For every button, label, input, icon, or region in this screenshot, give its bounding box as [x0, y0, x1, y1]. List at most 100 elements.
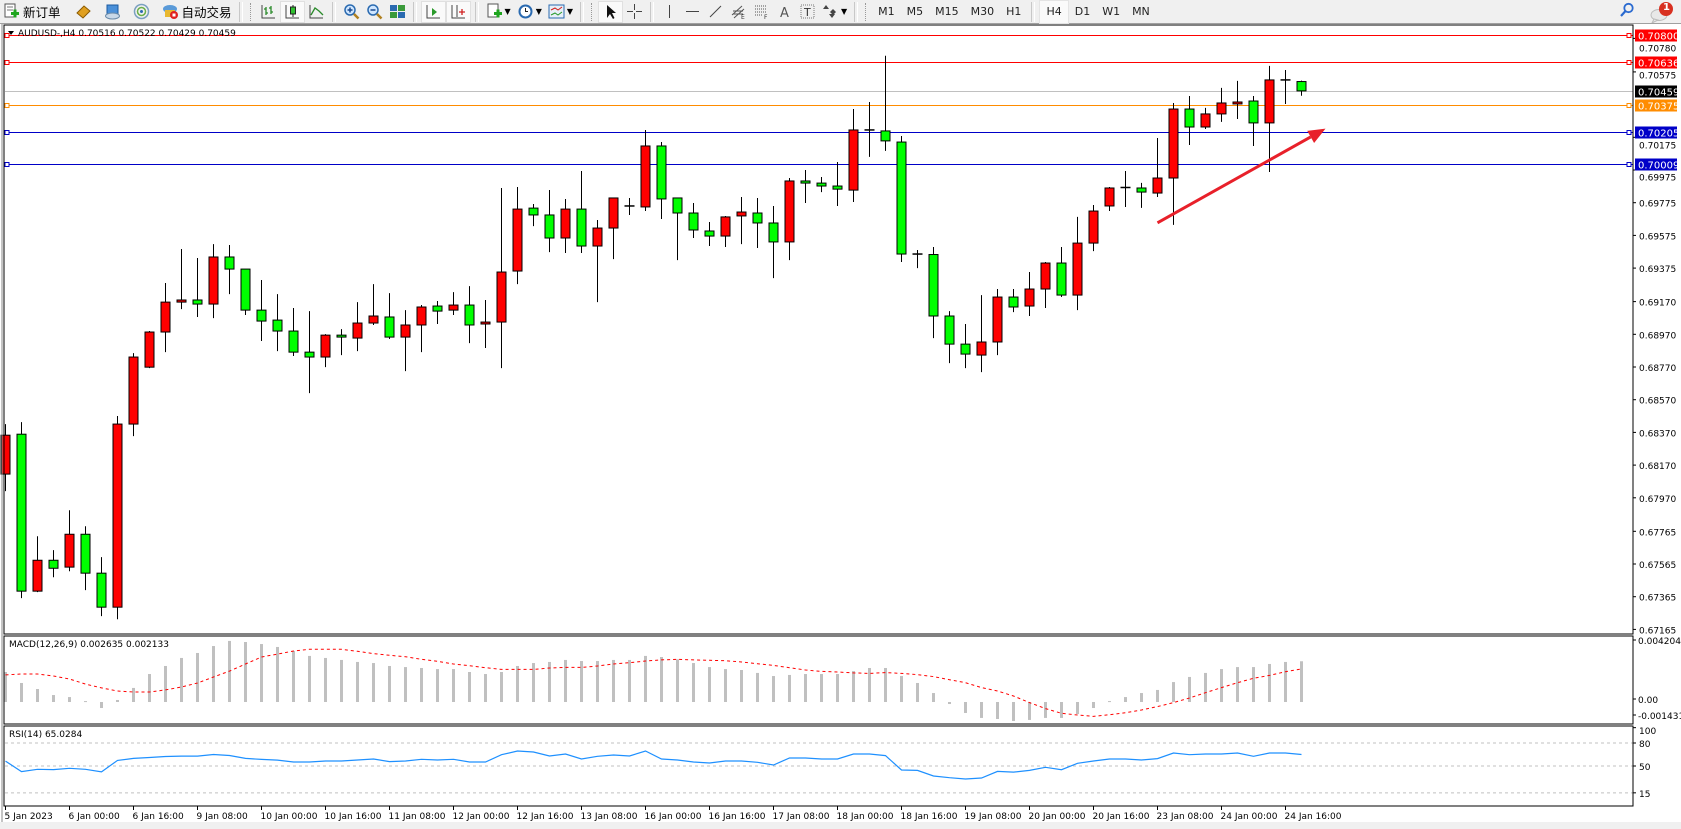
candle	[448, 292, 459, 316]
candle	[416, 305, 427, 353]
chevron-down-icon[interactable]: ▼	[841, 7, 848, 16]
toolbar-grip[interactable]	[249, 2, 254, 21]
hline-anchor-right	[1626, 33, 1632, 38]
time-tick-label: 24 Jan 00:00	[1221, 812, 1278, 822]
timeframe-m5[interactable]: M5	[906, 5, 924, 18]
price-tick-label: 0.68770	[1639, 364, 1676, 374]
price-tick-label: 0.67565	[1639, 561, 1676, 571]
candle	[960, 324, 971, 369]
hline-label-text: 0.70800	[1638, 32, 1679, 43]
candle-body	[1088, 210, 1099, 244]
auto-scroll-button[interactable]	[420, 0, 446, 23]
candle-body	[832, 185, 843, 190]
chart-window[interactable]: 0.70780 0.70575 0.70175 0.69975 0.69775 0.695…	[0, 24, 1681, 829]
search-icon	[1620, 2, 1634, 17]
timeframe-m1[interactable]: M1	[878, 5, 895, 18]
candle-body	[272, 319, 283, 332]
macd-histogram-bar	[20, 682, 23, 702]
search-button[interactable]	[1619, 2, 1635, 21]
market-watch-button[interactable]	[72, 1, 95, 23]
time-tick-label: 6 Jan 16:00	[133, 812, 185, 822]
hline-anchor-left	[4, 103, 10, 108]
chevron-down-icon[interactable]: ▼	[504, 7, 511, 16]
periods-button[interactable]: ▼	[514, 1, 545, 23]
new-order-button[interactable]: 新订单	[0, 1, 64, 23]
notifications-button[interactable]: 1	[1649, 1, 1675, 24]
arrow-head	[1307, 128, 1326, 144]
price-panel-frame	[3, 24, 1634, 635]
zoom-in-icon	[343, 4, 359, 20]
candle	[112, 416, 123, 620]
macd-histogram-bar	[676, 659, 679, 702]
toolbar-grip[interactable]	[865, 2, 869, 21]
candle-body	[560, 208, 571, 239]
auto-trading-button[interactable]: 自动交易	[159, 1, 235, 23]
chevron-down-icon[interactable]: ▼	[566, 7, 573, 16]
line-chart-button[interactable]	[305, 1, 328, 23]
horizontal-line-button[interactable]	[681, 1, 704, 23]
svg-text:E: E	[741, 14, 745, 20]
macd-histogram-bar	[916, 682, 919, 702]
candle-body	[576, 208, 587, 247]
candle-body	[720, 216, 731, 237]
timeframe-m15[interactable]: M15	[935, 5, 959, 18]
zoom-out-button[interactable]	[363, 1, 386, 23]
bar-chart-button[interactable]	[257, 1, 280, 23]
new-chart-button[interactable]: ▼	[483, 1, 514, 23]
horizontal-line-icon	[686, 11, 699, 12]
rsi-tick-label: 100	[1639, 727, 1656, 737]
macd-histogram-bar	[324, 657, 327, 702]
candlestick-chart-button[interactable]	[279, 0, 305, 23]
candle-body	[432, 305, 443, 312]
fibonacci-button[interactable]: F	[750, 1, 773, 23]
macd-histogram-bar	[1204, 672, 1207, 702]
timeframe-w1[interactable]: W1	[1102, 5, 1121, 18]
macd-histogram-bar	[804, 674, 807, 702]
crosshair-button[interactable]	[623, 1, 646, 23]
chart-menu-triangle-icon[interactable]	[8, 31, 14, 35]
cursor-button[interactable]	[598, 0, 623, 23]
hline-label-box	[1635, 56, 1677, 69]
price-tick-label: 0.69170	[1639, 299, 1676, 309]
main-toolbar: 新订单 自动交易 ▼ ▼ ▼ E F A T ▼ M1 M5 M15 M30 H…	[0, 0, 1681, 24]
indicators-button[interactable]: ▼	[545, 1, 576, 23]
equidistant-channel-button[interactable]: E	[727, 1, 750, 23]
text-button[interactable]: A	[773, 1, 796, 23]
candle	[144, 331, 155, 369]
text-label-button[interactable]: T	[796, 1, 819, 23]
zoom-in-button[interactable]	[340, 1, 363, 23]
macd-histogram-bar	[388, 665, 391, 702]
candle	[1024, 272, 1035, 316]
candle	[624, 197, 635, 215]
candle	[288, 307, 299, 357]
macd-histogram-bar	[1124, 697, 1127, 702]
macd-histogram-bar	[612, 659, 615, 702]
timeframe-h1[interactable]: H1	[1006, 5, 1022, 18]
macd-histogram-bar	[452, 669, 455, 702]
hline-label-box	[1635, 85, 1677, 98]
trendline-button[interactable]	[704, 1, 727, 23]
toolbar-grip[interactable]	[591, 2, 595, 21]
vertical-line-button[interactable]	[658, 1, 681, 23]
chevron-down-icon[interactable]: ▼	[535, 7, 542, 16]
chart-shift-button[interactable]	[445, 0, 471, 23]
trend-arrow[interactable]	[1156, 128, 1326, 225]
macd-histogram-bar	[132, 687, 135, 702]
timeframe-d1[interactable]: D1	[1074, 5, 1091, 18]
candle	[480, 299, 491, 349]
navigator-button[interactable]	[130, 1, 153, 23]
candle-body	[32, 559, 43, 592]
candle	[992, 289, 1003, 356]
candle	[1264, 65, 1275, 172]
candle	[800, 170, 811, 204]
time-tick-label: 20 Jan 00:00	[1029, 812, 1086, 822]
timeframe-mn[interactable]: MN	[1132, 5, 1150, 18]
arrows-button[interactable]: ▼	[819, 1, 850, 23]
candle-body	[400, 324, 411, 338]
candle-body	[608, 197, 619, 229]
tile-windows-icon	[389, 5, 405, 18]
tile-windows-button[interactable]	[386, 1, 409, 23]
data-window-button[interactable]	[101, 1, 124, 23]
timeframe-h4[interactable]: H4	[1039, 0, 1069, 24]
timeframe-m30[interactable]: M30	[970, 5, 995, 18]
